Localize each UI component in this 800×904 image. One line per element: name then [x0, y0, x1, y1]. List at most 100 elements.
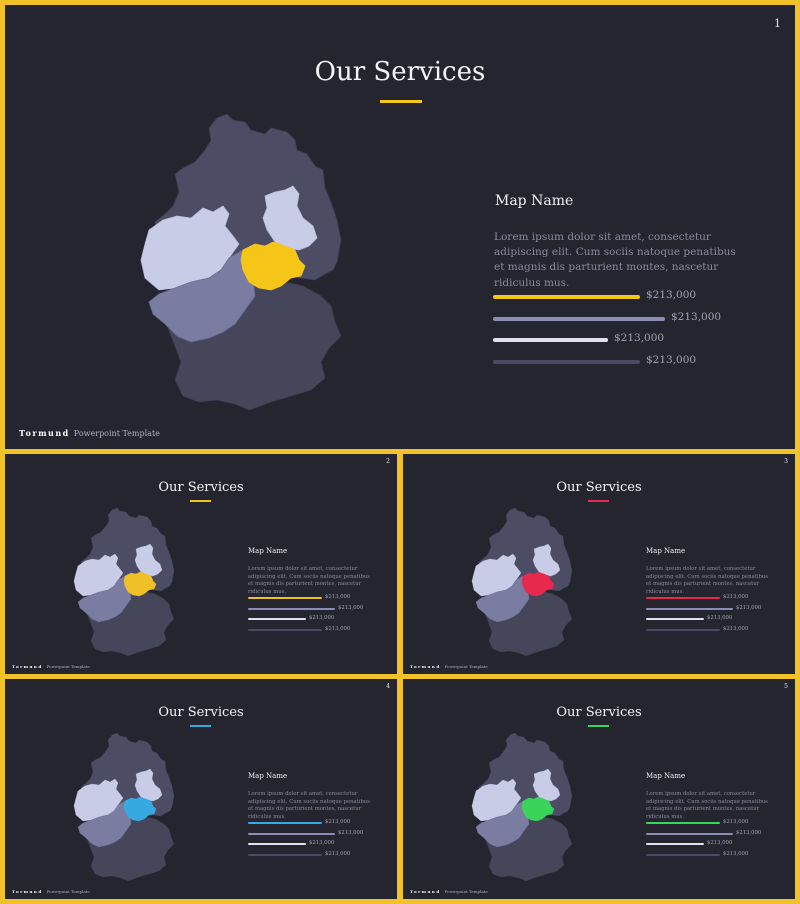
value-label: $213,000: [614, 332, 665, 344]
value-label: $213,000: [338, 829, 364, 836]
value-label: $213,000: [723, 850, 749, 857]
value-label: $213,000: [736, 604, 762, 611]
value-bar: [646, 822, 720, 824]
map-region-highlight: [123, 796, 157, 822]
value-label: $213,000: [723, 819, 749, 825]
value-label: $213,000: [325, 850, 351, 857]
slide-number: 2: [386, 458, 390, 465]
map-region-northeast: [532, 768, 561, 802]
slide-title: Our Services: [158, 705, 244, 720]
description-text: Lorem ipsum dolor sit amet, consectetur …: [248, 566, 370, 596]
description-text: Lorem ipsum dolor sit amet, consectetur …: [646, 566, 768, 596]
slide-1[interactable]: 1 Our Services Map Name Lorem ipsum dolo…: [5, 5, 795, 449]
brand-footer: Tormund Powerpoint Template: [12, 889, 90, 894]
value-label: $213,000: [325, 819, 351, 825]
title-underline: [588, 725, 609, 727]
value-bar: [493, 359, 640, 364]
value-bar: [646, 597, 720, 599]
germany-map: [471, 507, 573, 656]
map-name-heading: Map Name: [646, 772, 686, 780]
value-bar: [248, 618, 306, 620]
title-underline: [380, 100, 422, 103]
brand-name: Tormund: [19, 428, 70, 438]
slide-5[interactable]: 5 Our Services Map Name Lorem ipsum dolo…: [403, 679, 795, 899]
value-bar: [646, 628, 720, 631]
value-bar: [646, 843, 704, 845]
slide-number: 4: [386, 683, 390, 690]
map-region-highlight: [521, 571, 555, 597]
value-bar: [248, 832, 335, 835]
germany-map: [73, 507, 175, 656]
value-bar: [493, 338, 608, 342]
value-label: $213,000: [736, 829, 762, 836]
map-region-west: [471, 553, 522, 597]
title-underline: [190, 500, 211, 502]
map-name-heading: Map Name: [646, 547, 686, 555]
map-name-heading: Map Name: [248, 772, 288, 780]
value-bar: [248, 822, 322, 824]
map-region-northeast: [532, 543, 561, 577]
map-region-west: [73, 778, 124, 822]
slide-number: 1: [774, 17, 781, 30]
value-bar: [493, 295, 640, 299]
brand-footer: Tormund Powerpoint Template: [19, 428, 160, 438]
map-region-northeast: [134, 768, 163, 802]
description-text: Lorem ipsum dolor sit amet, consectetur …: [248, 791, 370, 821]
map-region-centerwest: [148, 249, 256, 343]
slide-title: Our Services: [556, 480, 642, 495]
brand-tagline: Powerpoint Template: [73, 429, 160, 438]
value-label: $213,000: [325, 594, 351, 600]
map-region-highlight: [521, 796, 555, 822]
value-bar: [248, 628, 322, 631]
value-bar: [248, 843, 306, 845]
brand-name: Tormund: [410, 664, 441, 669]
value-bar: [646, 607, 733, 610]
map-region-centerwest: [475, 575, 530, 623]
value-label: $213,000: [338, 604, 364, 611]
brand-footer: Tormund Powerpoint Template: [410, 664, 488, 669]
value-label: $213,000: [707, 615, 733, 621]
value-label: $213,000: [309, 615, 335, 621]
description-text: Lorem ipsum dolor sit amet, consectetur …: [646, 791, 768, 821]
value-label: $213,000: [723, 625, 749, 632]
map-region-northeast: [134, 543, 163, 577]
slide-title: Our Services: [556, 705, 642, 720]
value-bar: [646, 853, 720, 856]
map-region-west: [140, 205, 240, 291]
map-region-west: [73, 553, 124, 597]
germany-map: [471, 732, 573, 881]
map-name-heading: Map Name: [495, 193, 574, 209]
slide-number: 5: [784, 683, 788, 690]
value-bar: [646, 832, 733, 835]
slide-4[interactable]: 4 Our Services Map Name Lorem ipsum dolo…: [5, 679, 397, 899]
value-bar: [493, 316, 665, 321]
brand-tagline: Powerpoint Template: [46, 889, 90, 894]
slide-3[interactable]: 3 Our Services Map Name Lorem ipsum dolo…: [403, 454, 795, 674]
brand-name: Tormund: [12, 889, 43, 894]
value-bar: [248, 853, 322, 856]
value-label: $213,000: [723, 594, 749, 600]
brand-tagline: Powerpoint Template: [444, 664, 488, 669]
slide-number: 3: [784, 458, 788, 465]
value-label: $213,000: [646, 353, 697, 366]
value-label: $213,000: [646, 289, 697, 301]
map-region-centerwest: [77, 575, 132, 623]
map-region-highlight: [240, 241, 306, 291]
map-region-centerwest: [475, 800, 530, 848]
value-label: $213,000: [325, 625, 351, 632]
map-name-heading: Map Name: [248, 547, 288, 555]
germany-map: [140, 113, 342, 410]
map-region-northeast: [262, 185, 318, 251]
brand-footer: Tormund Powerpoint Template: [410, 889, 488, 894]
germany-map: [73, 732, 175, 881]
value-bar: [248, 597, 322, 599]
brand-tagline: Powerpoint Template: [46, 664, 90, 669]
brand-name: Tormund: [12, 664, 43, 669]
brand-name: Tormund: [410, 889, 441, 894]
brand-tagline: Powerpoint Template: [444, 889, 488, 894]
map-region-centerwest: [77, 800, 132, 848]
brand-footer: Tormund Powerpoint Template: [12, 664, 90, 669]
slide-2[interactable]: 2 Our Services Map Name Lorem ipsum dolo…: [5, 454, 397, 674]
description-text: Lorem ipsum dolor sit amet, consectetur …: [494, 231, 736, 289]
slide-title: Our Services: [158, 480, 244, 495]
